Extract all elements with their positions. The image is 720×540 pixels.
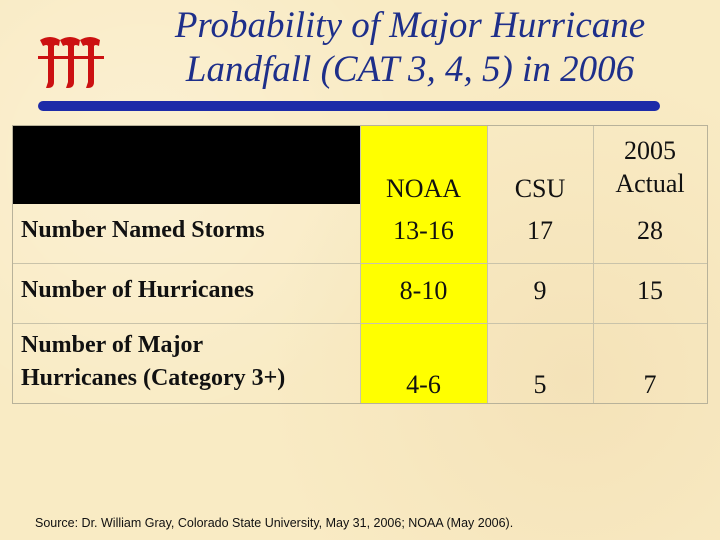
row-label-hurricanes: Number of Hurricanes: [21, 277, 254, 303]
row1-noaa: 13-16: [393, 216, 454, 245]
row3-noaa: 4-6: [406, 370, 441, 399]
title-line-1: Probability of Major Hurricane: [174, 5, 646, 46]
page-title: Probability of Major Hurricane Landfall …: [120, 4, 700, 92]
row2-csu: 9: [533, 276, 547, 305]
row1-actual: 28: [637, 216, 663, 245]
row3-label-line-1: Number of Major: [21, 332, 204, 358]
three-t-red-logo-icon: [38, 37, 104, 88]
title-line-2: Landfall (CAT 3, 4, 5) in 2006: [185, 49, 635, 90]
table-divider: [13, 263, 707, 264]
row3-label-line-2: Hurricanes (Category 3+): [21, 365, 286, 391]
table-divider: [13, 323, 707, 324]
row-label-major-hurricanes: Number of Major Hurricanes (Category 3+): [21, 329, 285, 395]
header-actual-line-2: Actual: [615, 169, 685, 198]
table-divider: [487, 126, 488, 403]
row3-csu: 5: [533, 370, 547, 399]
table-header-blank: [13, 126, 360, 204]
noaa-column-highlight: [360, 126, 487, 403]
forecast-table: NOAA CSU 2005 Actual Number Named Storms…: [12, 125, 708, 404]
row3-actual: 7: [643, 370, 657, 399]
row-label-named-storms: Number Named Storms: [21, 217, 265, 243]
title-underline-bar: [38, 101, 660, 111]
header-csu: CSU: [514, 174, 566, 203]
header-2005-actual: 2005 Actual: [593, 134, 707, 200]
header-noaa: NOAA: [385, 174, 462, 203]
row2-noaa: 8-10: [399, 276, 448, 305]
header-actual-line-1: 2005: [624, 136, 676, 165]
source-note: Source: Dr. William Gray, Colorado State…: [35, 516, 514, 530]
row1-csu: 17: [527, 216, 553, 245]
table-divider: [360, 126, 361, 403]
table-divider: [593, 126, 594, 403]
row2-actual: 15: [637, 276, 663, 305]
